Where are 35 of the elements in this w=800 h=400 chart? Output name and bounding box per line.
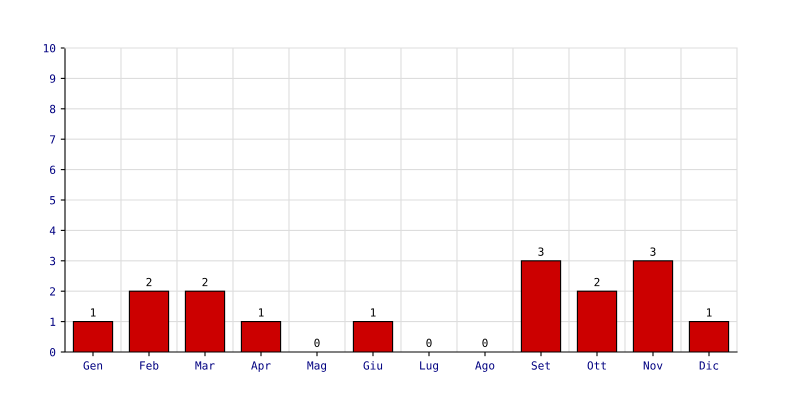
x-tick-label: Mag <box>307 361 326 372</box>
y-tick-label: 2 <box>50 287 56 296</box>
y-tick-label: 4 <box>50 226 56 235</box>
x-tick-label: Giu <box>364 361 382 370</box>
x-tick-label: Gen <box>84 361 102 370</box>
data-label: 0 <box>426 338 432 348</box>
y-tick-label: 9 <box>50 74 56 83</box>
y-tick-label: 8 <box>50 104 56 114</box>
data-label: 1 <box>258 308 264 317</box>
x-tick-label: Feb <box>140 361 158 370</box>
y-tick-label: 3 <box>50 256 56 266</box>
x-tick-label: Apr <box>251 361 271 372</box>
data-label: 1 <box>706 308 712 317</box>
y-tick-label: 0 <box>50 348 56 356</box>
x-tick-label: Lug <box>420 361 438 372</box>
x-tick-label: Nov <box>644 361 662 370</box>
data-label: 3 <box>650 247 656 256</box>
data-label: 3 <box>538 247 544 256</box>
data-label: 1 <box>370 308 376 317</box>
x-tick-label: Set <box>532 361 550 370</box>
x-tick-label: Ott <box>588 361 606 370</box>
y-tick-label: 5 <box>50 196 56 204</box>
data-label: 1 <box>90 308 96 317</box>
data-label: 0 <box>482 338 488 348</box>
data-label: 2 <box>594 278 600 286</box>
y-tick-label: 1 <box>50 318 56 326</box>
data-label: 2 <box>202 278 208 286</box>
data-label: 0 <box>314 338 320 348</box>
x-tick-label: Mar <box>195 361 215 370</box>
x-tick-label: Ago <box>475 361 494 372</box>
data-label: 2 <box>146 278 152 286</box>
x-tick-label: Dic <box>700 361 718 370</box>
y-tick-label: 10 <box>44 44 56 52</box>
y-tick-label: 6 <box>50 166 56 174</box>
y-tick-label: 7 <box>50 135 56 144</box>
